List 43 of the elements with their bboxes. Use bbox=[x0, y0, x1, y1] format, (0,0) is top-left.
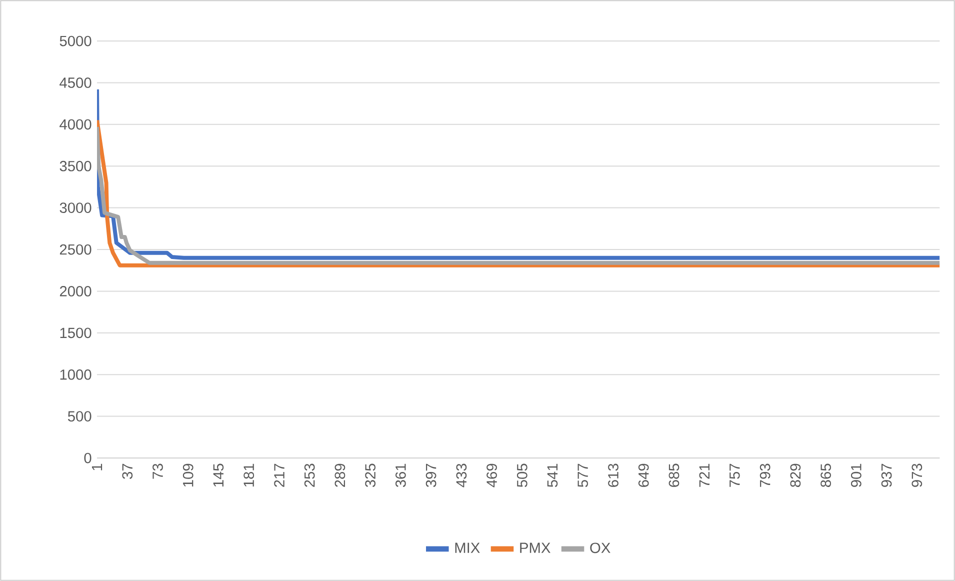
x-tick-label: 829 bbox=[790, 464, 801, 487]
x-tick-label: 469 bbox=[486, 464, 497, 488]
y-tick-label: 1500 bbox=[60, 328, 92, 338]
x-tick-label: 973 bbox=[912, 464, 922, 487]
y-tick-label: 0 bbox=[84, 452, 92, 464]
y-tick-label: 1000 bbox=[60, 369, 92, 380]
y-tick-label: 2000 bbox=[60, 286, 92, 296]
x-tick-label: 865 bbox=[820, 464, 831, 487]
x-tick-label: 361 bbox=[395, 464, 406, 488]
y-tick-label: 500 bbox=[68, 411, 92, 422]
legend-label: PMX bbox=[520, 542, 550, 553]
y-tick-label: 3000 bbox=[60, 202, 92, 213]
legend-label: MIX bbox=[455, 542, 480, 553]
x-tick-label: 937 bbox=[881, 464, 892, 487]
x-tick-label: 757 bbox=[730, 464, 740, 487]
x-tick-label: 289 bbox=[334, 464, 346, 487]
line-series bbox=[97, 87, 940, 260]
x-tick-label: 649 bbox=[638, 464, 649, 487]
legend-label: OX bbox=[590, 542, 610, 554]
x-tick-label: 901 bbox=[850, 464, 862, 487]
x-tick-label: 397 bbox=[426, 464, 436, 488]
x-tick-label: 541 bbox=[547, 464, 558, 488]
y-tick-label: 4000 bbox=[60, 119, 92, 130]
x-tick-label: 577 bbox=[578, 464, 588, 488]
x-tick-label: 685 bbox=[668, 464, 680, 487]
x-tick-label: 505 bbox=[516, 464, 528, 488]
y-tick-label: 2500 bbox=[60, 244, 92, 255]
x-tick-label: 1 bbox=[92, 464, 102, 470]
y-tick-label: 4500 bbox=[60, 78, 92, 88]
x-tick-label: 433 bbox=[456, 464, 467, 488]
x-tick-label: 793 bbox=[760, 464, 770, 487]
x-tick-label: 325 bbox=[365, 464, 376, 488]
x-tick-label: 613 bbox=[608, 464, 618, 487]
x-tick-label: 217 bbox=[274, 464, 284, 487]
x-tick-label: 109 bbox=[182, 464, 194, 487]
x-tick-label: 181 bbox=[244, 464, 254, 487]
y-tick-label: 3500 bbox=[60, 160, 92, 172]
x-tick-label: 37 bbox=[122, 464, 133, 479]
x-tick-label: 73 bbox=[152, 464, 163, 479]
x-tick-label: 721 bbox=[699, 464, 710, 487]
y-tick-label: 5000 bbox=[60, 36, 92, 46]
x-tick-label: 145 bbox=[213, 464, 224, 487]
x-tick-label: 253 bbox=[304, 464, 315, 487]
